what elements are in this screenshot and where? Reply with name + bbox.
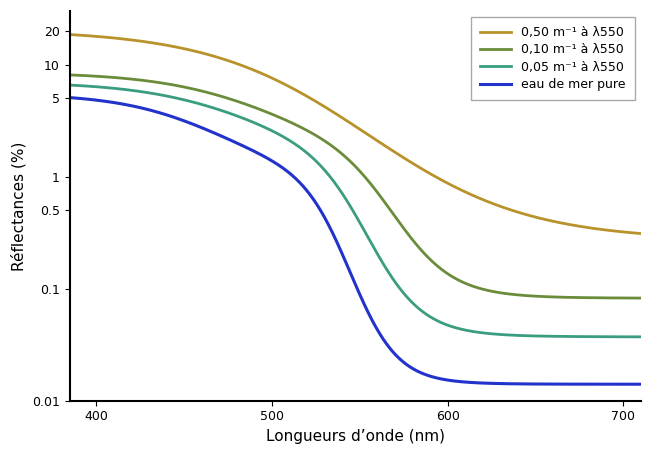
0,10 m⁻¹ à λ550 (101, 74, 109, 80)
0,50 m⁻¹ à λ550 (413, 163, 421, 168)
Legend: 0,50 m⁻¹ à λ550, 0,10 m⁻¹ à λ550, 0,05 m⁻¹ à λ550, eau de mer pure: 0,50 m⁻¹ à λ550, 0,10 m⁻¹ à λ550, 0,05 m… (471, 17, 634, 100)
0,05 m⁻¹ à λ550 (66, 82, 74, 88)
0,10 m⁻¹ à λ550 (499, 290, 507, 296)
0,05 m⁻¹ à λ550 (413, 304, 421, 309)
0,10 m⁻¹ à λ550 (637, 295, 645, 301)
0,05 m⁻¹ à λ550 (430, 316, 437, 322)
0,50 m⁻¹ à λ550 (499, 205, 507, 210)
0,50 m⁻¹ à λ550 (557, 220, 565, 226)
0,05 m⁻¹ à λ550 (557, 334, 565, 339)
0,10 m⁻¹ à λ550 (430, 260, 437, 265)
0,50 m⁻¹ à λ550 (66, 32, 74, 37)
Line: eau de mer pure: eau de mer pure (70, 97, 641, 384)
Line: 0,10 m⁻¹ à λ550: 0,10 m⁻¹ à λ550 (70, 75, 641, 298)
Line: 0,05 m⁻¹ à λ550: 0,05 m⁻¹ à λ550 (70, 85, 641, 337)
0,50 m⁻¹ à λ550 (637, 231, 645, 236)
eau de mer pure (398, 358, 406, 363)
eau de mer pure (413, 368, 421, 374)
eau de mer pure (637, 381, 645, 387)
eau de mer pure (101, 98, 109, 104)
Y-axis label: Réflectances (%): Réflectances (%) (11, 141, 27, 271)
eau de mer pure (499, 381, 507, 386)
0,05 m⁻¹ à λ550 (637, 334, 645, 339)
eau de mer pure (66, 95, 74, 100)
0,05 m⁻¹ à λ550 (398, 288, 406, 293)
0,10 m⁻¹ à λ550 (413, 242, 421, 248)
0,05 m⁻¹ à λ550 (101, 85, 109, 90)
0,50 m⁻¹ à λ550 (430, 173, 437, 178)
X-axis label: Longueurs d’onde (nm): Longueurs d’onde (nm) (266, 429, 445, 444)
0,05 m⁻¹ à λ550 (499, 332, 507, 337)
eau de mer pure (430, 374, 437, 380)
0,50 m⁻¹ à λ550 (398, 154, 406, 159)
Line: 0,50 m⁻¹ à λ550: 0,50 m⁻¹ à λ550 (70, 35, 641, 233)
0,10 m⁻¹ à λ550 (398, 222, 406, 228)
0,10 m⁻¹ à λ550 (557, 294, 565, 300)
0,10 m⁻¹ à λ550 (66, 72, 74, 78)
eau de mer pure (557, 381, 565, 387)
0,50 m⁻¹ à λ550 (101, 35, 109, 40)
